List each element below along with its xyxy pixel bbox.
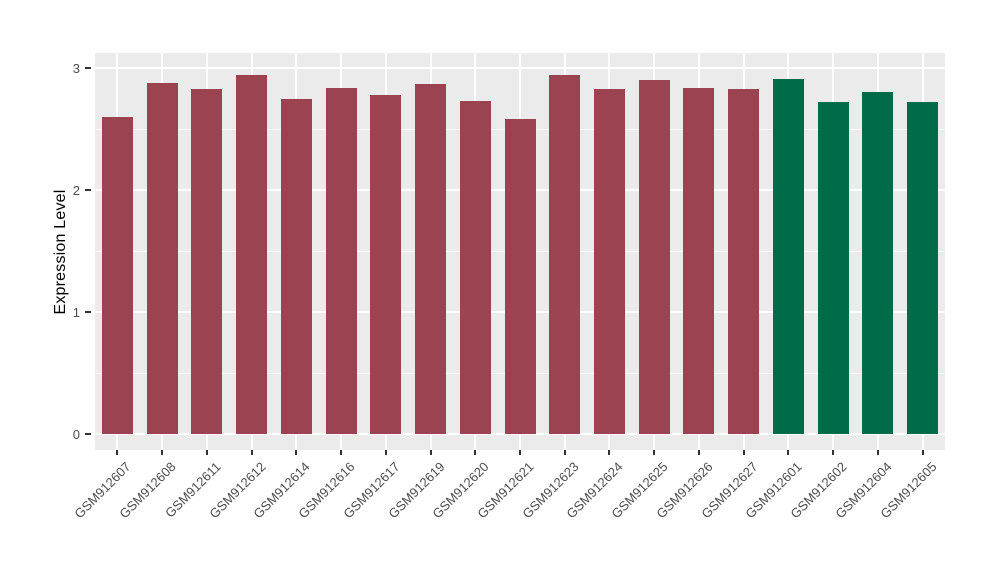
x-axis-tick-mark	[787, 450, 790, 455]
bar-GSM912627	[728, 88, 760, 434]
x-axis-tick-mark	[116, 450, 119, 455]
x-axis-tick-mark	[205, 450, 208, 455]
bar-GSM912617	[370, 94, 402, 434]
bar-GSM912623	[549, 75, 581, 434]
x-axis-tick-mark	[340, 450, 343, 455]
y-axis-tick-label: 0	[72, 427, 80, 442]
y-axis-title: Expression Level	[52, 189, 69, 315]
bar-GSM912602	[817, 102, 849, 434]
x-axis-tick-mark	[697, 450, 700, 455]
x-axis-tick-mark	[519, 450, 521, 455]
x-axis-tick-mark	[250, 450, 253, 455]
bar-GSM912605	[907, 102, 939, 434]
bar-GSM912614	[280, 98, 312, 434]
bar-GSM912616	[325, 87, 357, 434]
x-axis-tick-mark	[832, 450, 835, 455]
y-axis-tick-mark	[85, 189, 91, 191]
bar-GSM912620	[459, 100, 491, 434]
x-axis-tick-mark	[429, 450, 432, 455]
bar-GSM912625	[638, 80, 670, 434]
bar-GSM912604	[862, 92, 894, 434]
bar-GSM912608	[146, 82, 178, 434]
bar-GSM912601	[772, 78, 804, 434]
bar-GSM912621	[504, 119, 536, 434]
x-axis-tick-mark	[563, 450, 566, 455]
y-axis-tick-label: 2	[72, 183, 80, 198]
bar-GSM912612	[236, 75, 268, 434]
bar-GSM912611	[191, 88, 223, 434]
y-axis-tick-label: 1	[72, 305, 80, 320]
x-axis-tick-mark	[742, 450, 745, 455]
y-axis-tick-mark	[85, 311, 91, 313]
x-axis-tick-mark	[384, 450, 387, 455]
y-axis-tick-label: 3	[72, 61, 80, 76]
x-axis-tick-mark	[876, 450, 879, 455]
bar-GSM912607	[101, 116, 133, 434]
x-axis-tick-mark	[921, 450, 924, 455]
x-axis-tick-mark	[474, 450, 477, 455]
bar-GSM912624	[593, 88, 625, 434]
y-axis-tick-mark	[85, 433, 91, 435]
x-axis-tick-mark	[608, 450, 611, 455]
x-axis-tick-mark	[161, 450, 164, 455]
x-axis-tick-mark	[295, 450, 298, 455]
y-axis-tick-mark	[85, 67, 91, 69]
x-axis-tick-mark	[653, 450, 656, 455]
bar-GSM912619	[415, 83, 447, 434]
bar-GSM912626	[683, 87, 715, 434]
plot-panel	[95, 53, 945, 450]
